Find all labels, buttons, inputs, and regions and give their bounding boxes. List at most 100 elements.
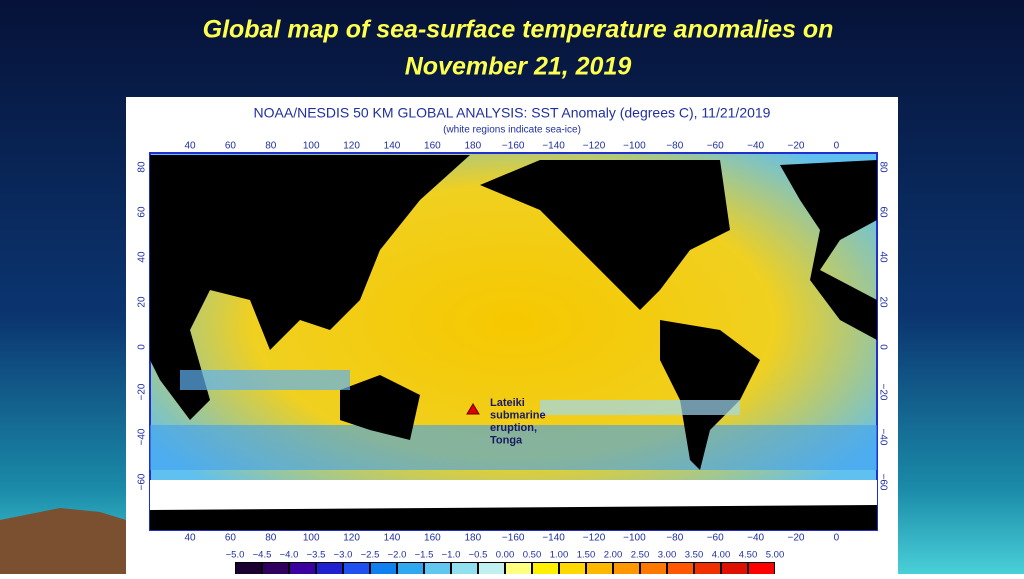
longitude-label: −160: [502, 141, 525, 152]
slide-title: Global map of sea-surface temperature an…: [203, 16, 834, 44]
colorbar-label: 3.00: [658, 550, 677, 561]
map-subtitle: (white regions indicate sea-ice): [443, 125, 581, 136]
colorbar-swatch: [263, 563, 288, 574]
colorbar-label: −0.5: [469, 550, 488, 561]
latitude-label: −60: [877, 474, 888, 491]
latitude-label: −20: [137, 383, 148, 400]
colorbar-swatch: [533, 563, 558, 574]
australia: [340, 375, 420, 440]
longitude-label: 80: [265, 141, 277, 152]
longitude-label: −100: [623, 141, 646, 152]
latitude-label: 20: [137, 296, 148, 308]
colorbar-label: 4.00: [712, 550, 731, 561]
colorbar-label: 2.50: [631, 550, 650, 561]
colorbar-swatch: [425, 563, 450, 574]
longitude-label: 140: [384, 141, 401, 152]
colorbar-label: 2.00: [604, 550, 623, 561]
colorbar-label: −2.5: [361, 550, 380, 561]
colorbar-swatch: [722, 563, 747, 574]
eruption-marker: [466, 403, 480, 415]
longitude-label: −100: [623, 533, 646, 544]
longitude-label: 0: [834, 533, 840, 544]
annotation: Tonga: [490, 434, 523, 446]
colorbar-label: −5.0: [226, 550, 245, 561]
colorbar-label: −1.5: [415, 550, 434, 561]
colorbar: [235, 562, 775, 574]
longitude-label: −20: [788, 141, 805, 152]
colorbar-swatch: [317, 563, 342, 574]
longitude-label: −120: [583, 141, 606, 152]
map: [149, 152, 878, 531]
colorbar-label: −2.0: [388, 550, 407, 561]
southern-ocean: [150, 425, 877, 470]
colorbar-label: 1.00: [550, 550, 569, 561]
longitude-label: −140: [542, 141, 565, 152]
colorbar-label: 0.50: [523, 550, 542, 561]
longitude-label: 100: [303, 141, 320, 152]
antarctica: [150, 505, 877, 530]
map-title: NOAA/NESDIS 50 KM GLOBAL ANALYSIS: SST A…: [254, 105, 771, 121]
longitude-label: −80: [666, 141, 683, 152]
slide-title: November 21, 2019: [405, 53, 632, 81]
longitude-label: 40: [184, 533, 196, 544]
colorbar-label: 1.50: [577, 550, 596, 561]
colorbar-swatch: [614, 563, 639, 574]
longitude-label: 80: [265, 533, 277, 544]
colorbar-swatch: [668, 563, 693, 574]
annotation: Lateiki: [490, 397, 525, 409]
colorbar-label: −4.0: [280, 550, 299, 561]
colorbar-swatch: [695, 563, 720, 574]
colorbar-swatch: [641, 563, 666, 574]
colorbar-label: −1.0: [442, 550, 461, 561]
latitude-label: 60: [137, 206, 148, 218]
latitude-label: −20: [877, 384, 888, 401]
annotation: submarine: [490, 409, 546, 421]
colorbar-swatch: [452, 563, 477, 574]
colorbar-label: −3.5: [307, 550, 326, 561]
latitude-label: −40: [877, 429, 888, 446]
longitude-label: −120: [583, 533, 606, 544]
longitude-label: −40: [747, 533, 764, 544]
longitude-label: 120: [343, 141, 360, 152]
longitude-label: 40: [184, 141, 196, 152]
colorbar-label: 3.50: [685, 550, 704, 561]
colorbar-label: 0.00: [496, 550, 515, 561]
annotation: eruption,: [490, 422, 537, 434]
longitude-label: −160: [502, 533, 525, 544]
latitude-label: 40: [137, 251, 148, 263]
longitude-label: 60: [225, 141, 237, 152]
longitude-label: 120: [343, 533, 360, 544]
latitude-label: 0: [877, 344, 888, 350]
europe: [780, 160, 877, 340]
longitude-label: −20: [788, 533, 805, 544]
anomaly-band: [540, 400, 740, 415]
latitude-label: 80: [137, 161, 148, 173]
colorbar-label: 5.00: [766, 550, 785, 561]
longitude-label: −60: [707, 533, 724, 544]
colorbar-label: −4.5: [253, 550, 272, 561]
colorbar-swatch: [587, 563, 612, 574]
latitude-label: −40: [137, 428, 148, 445]
longitude-label: −40: [747, 141, 764, 152]
colorbar-swatch: [290, 563, 315, 574]
longitude-label: 0: [834, 141, 840, 152]
colorbar-label: 4.50: [739, 550, 758, 561]
latitude-label: 40: [877, 251, 888, 263]
latitude-label: 60: [877, 206, 888, 218]
latitude-label: 80: [877, 161, 888, 173]
colorbar-swatch: [560, 563, 585, 574]
hill: [0, 508, 126, 574]
longitude-label: 160: [424, 141, 441, 152]
colorbar-swatch: [749, 563, 774, 574]
longitude-label: −140: [542, 533, 565, 544]
colorbar-swatch: [398, 563, 423, 574]
north-america: [480, 160, 730, 310]
longitude-label: 140: [384, 533, 401, 544]
latitude-label: 0: [137, 344, 148, 350]
latitude-label: 20: [877, 296, 888, 308]
eurasia-africa: [150, 155, 470, 350]
colorbar-swatch: [371, 563, 396, 574]
colorbar-swatch: [506, 563, 531, 574]
longitude-label: −80: [666, 533, 683, 544]
